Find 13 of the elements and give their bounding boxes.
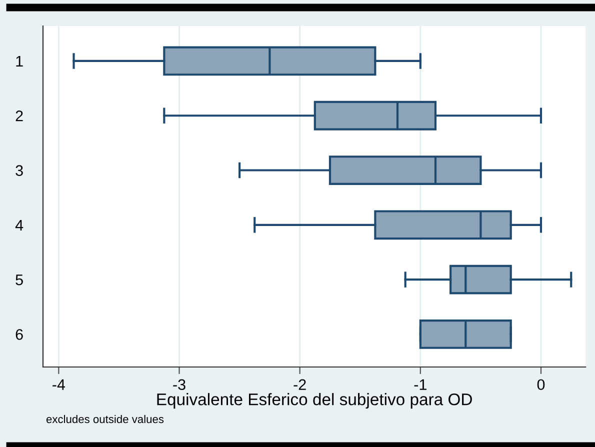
y-tick-label: 6 <box>16 329 23 340</box>
y-tick-label: 4 <box>15 220 24 230</box>
y-tick-label: 5 <box>16 274 23 286</box>
x-tick-label: 0 <box>537 379 545 390</box>
x-tick-label: -1 <box>414 379 426 390</box>
x-axis-title: Equivalente Esferico del subjetivo para OD <box>157 393 472 409</box>
y-tick-label: 2 <box>16 110 23 122</box>
x-tick-label: -3 <box>173 379 186 390</box>
x-tick-label: -2 <box>294 379 306 390</box>
y-tick-label: 1 <box>16 56 23 67</box>
x-tick-label: -4 <box>52 379 66 390</box>
y-tick-label: 3 <box>16 165 23 176</box>
text: excludes outside values <box>46 414 164 424</box>
